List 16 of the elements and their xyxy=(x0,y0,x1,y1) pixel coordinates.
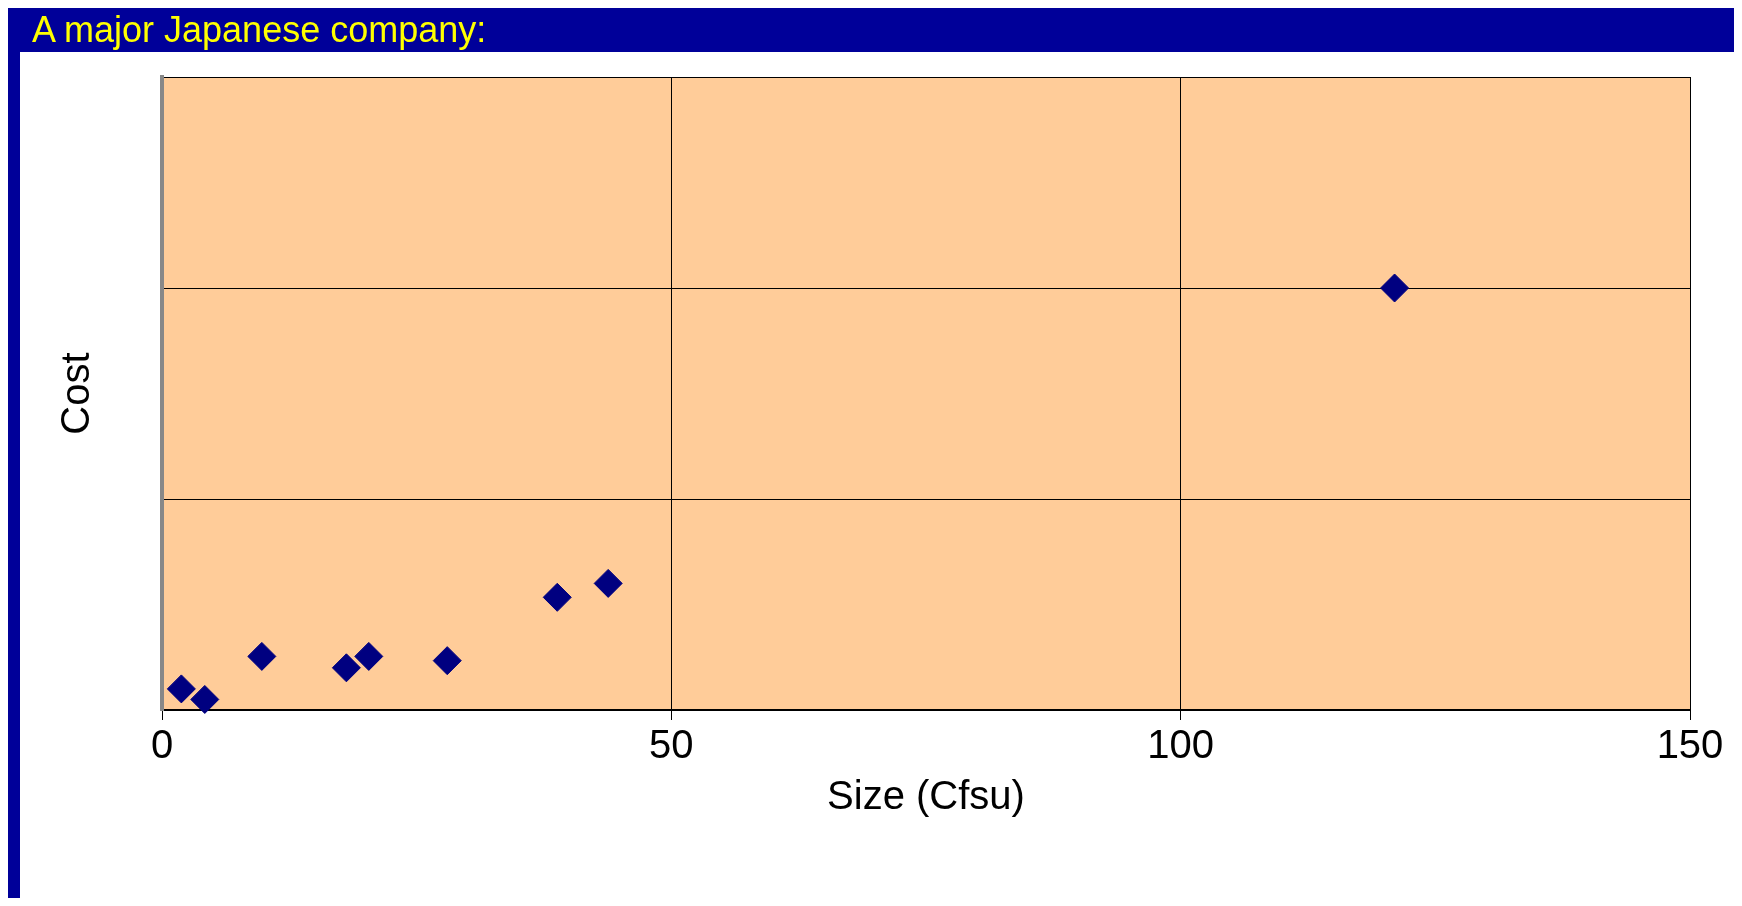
x-tick-label: 50 xyxy=(649,722,694,767)
x-tick-label: 150 xyxy=(1656,722,1724,767)
x-axis-title: Size (Cfsu) xyxy=(827,773,1025,818)
point xyxy=(1380,273,1410,303)
point xyxy=(247,641,277,671)
chart-title: A major Japanese company: xyxy=(20,8,1734,52)
point xyxy=(190,684,220,714)
x-tick-label: 0 xyxy=(150,722,174,767)
x-tick-label: 100 xyxy=(1147,722,1215,767)
point xyxy=(432,646,462,676)
point xyxy=(331,653,361,683)
point xyxy=(593,568,623,598)
point xyxy=(354,641,384,671)
point xyxy=(542,582,572,612)
y-axis-title: Cost xyxy=(53,352,98,435)
point xyxy=(166,674,196,704)
